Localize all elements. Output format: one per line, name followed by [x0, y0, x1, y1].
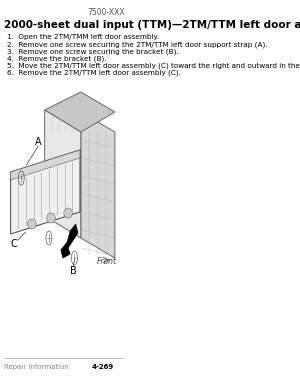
Text: Repair information: Repair information [4, 364, 69, 370]
Text: C: C [10, 239, 17, 249]
Text: 1.  Open the 2TM/TMM left door assembly.: 1. Open the 2TM/TMM left door assembly. [7, 34, 159, 40]
Text: 6.  Remove the 2TM/TTM left door assembly (C).: 6. Remove the 2TM/TTM left door assembly… [7, 70, 181, 76]
Text: 2.  Remove one screw securing the 2TM/TTM left door support strap (A).: 2. Remove one screw securing the 2TM/TTM… [7, 41, 267, 48]
Polygon shape [11, 150, 80, 234]
Text: 2000-sheet dual input (TTM)—2TM/TTM left door assembly removal: 2000-sheet dual input (TTM)—2TM/TTM left… [4, 20, 300, 30]
Text: B: B [70, 266, 76, 276]
Text: 4-269: 4-269 [92, 364, 114, 370]
Polygon shape [61, 224, 78, 258]
Polygon shape [11, 150, 80, 180]
Ellipse shape [64, 208, 72, 218]
Ellipse shape [47, 213, 55, 223]
Ellipse shape [28, 219, 36, 229]
Text: 7500-XXX: 7500-XXX [87, 8, 124, 17]
Text: 4.  Remove the bracket (B).: 4. Remove the bracket (B). [7, 55, 106, 62]
Text: 5.  Move the 2TM/TTM left door assembly (C) toward the right and outward in the : 5. Move the 2TM/TTM left door assembly (… [7, 63, 300, 69]
Text: Front: Front [97, 256, 117, 265]
Text: A: A [35, 137, 42, 147]
Polygon shape [45, 110, 81, 238]
Polygon shape [45, 92, 115, 132]
Polygon shape [81, 112, 115, 258]
Text: 3.  Remove one screw securing the bracket (B).: 3. Remove one screw securing the bracket… [7, 48, 178, 55]
